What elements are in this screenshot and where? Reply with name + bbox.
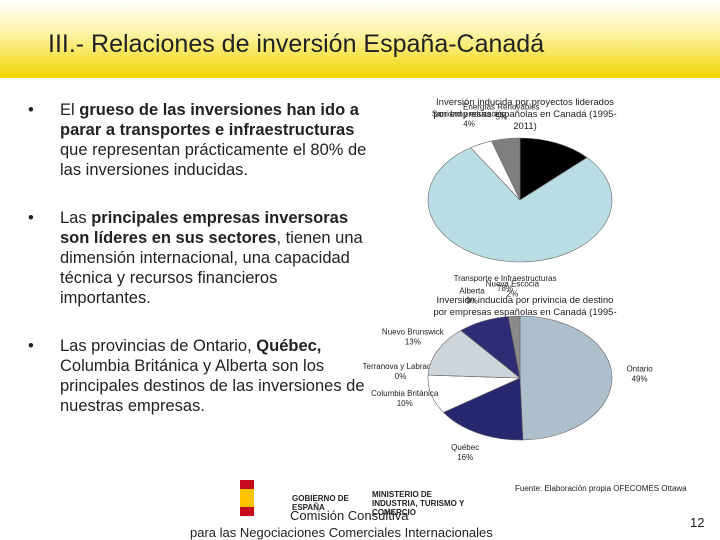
footer-line: para las Negociaciones Comerciales Inter…	[190, 525, 493, 540]
bullet: El grueso de las inversiones han ido a p…	[28, 100, 368, 180]
bullet-text: Las provincias de Ontario,	[60, 337, 257, 355]
bullet-text: grueso de las inversiones han ido a para…	[60, 101, 359, 139]
slice-label: Nuevo Brunswick	[382, 327, 445, 336]
title-bar	[0, 0, 720, 78]
source: Fuente: Elaboración propia OFECOMES Otta…	[515, 484, 687, 493]
value-label: 5%	[496, 112, 508, 121]
slice-label: Ontario	[626, 365, 653, 374]
bullet-text: Las	[60, 209, 92, 227]
page-number: 12	[690, 515, 705, 530]
pie-slice	[427, 330, 521, 379]
pie-slice	[519, 137, 588, 201]
pie-slice	[442, 377, 524, 441]
value-label: 4%	[463, 119, 475, 128]
value-label: 9%	[466, 296, 478, 305]
pie-slice	[427, 147, 613, 263]
footer-line: Comisión Consultiva	[290, 508, 409, 523]
value-label: 0%	[395, 372, 407, 381]
bullet-text: , tienen una dimensión internacional, un…	[60, 229, 363, 307]
slice-label: Alberta	[459, 286, 485, 295]
bullet-text: que representan prácticamente el 80% de …	[60, 141, 367, 179]
slice-label: Sanidad y educación	[432, 109, 506, 118]
slice-label: Columbia Británica	[371, 389, 439, 398]
bullet-text: El	[60, 101, 80, 119]
slice-label: Nueva Escocia	[486, 279, 540, 288]
value-label: 10%	[397, 399, 413, 408]
slice-label: Transporte e Infraestructuras	[454, 274, 557, 283]
slice-label: Energías Renovables	[463, 102, 540, 111]
bullet: Las provincias de Ontario, Québec, Colum…	[28, 336, 368, 416]
value-label: 2%	[507, 289, 519, 298]
pie-slice	[491, 137, 521, 201]
bullet-text: Québec,	[256, 337, 322, 355]
pie-slice	[507, 315, 521, 379]
bullet-list: El grueso de las inversiones han ido a p…	[28, 100, 368, 444]
value-label: 13%	[405, 337, 421, 346]
slice-label: Terranova y Labrador	[363, 362, 439, 371]
logo-text: GOBIERNO DE ESPAÑA	[292, 494, 349, 512]
flag	[240, 480, 254, 516]
slice-label: Québec	[451, 443, 479, 452]
value-label: 49%	[632, 375, 648, 384]
slide-title: III.- Relaciones de inversión España-Can…	[48, 30, 545, 58]
value-label: 78%	[497, 284, 513, 293]
value-label: 16%	[457, 453, 473, 462]
pie-title: Inversión inducida por proyectos liderad…	[433, 97, 617, 132]
bullet: Las principales empresas inversoras son …	[28, 208, 368, 308]
bullet-text: Columbia Británica y Alberta son los pri…	[60, 357, 365, 415]
logo-text: MINISTERIO DE INDUSTRIA, TURISMO Y COMER…	[372, 490, 465, 517]
bullet-text: principales empresas inversoras son líde…	[60, 209, 348, 247]
pie-slice	[519, 315, 613, 441]
